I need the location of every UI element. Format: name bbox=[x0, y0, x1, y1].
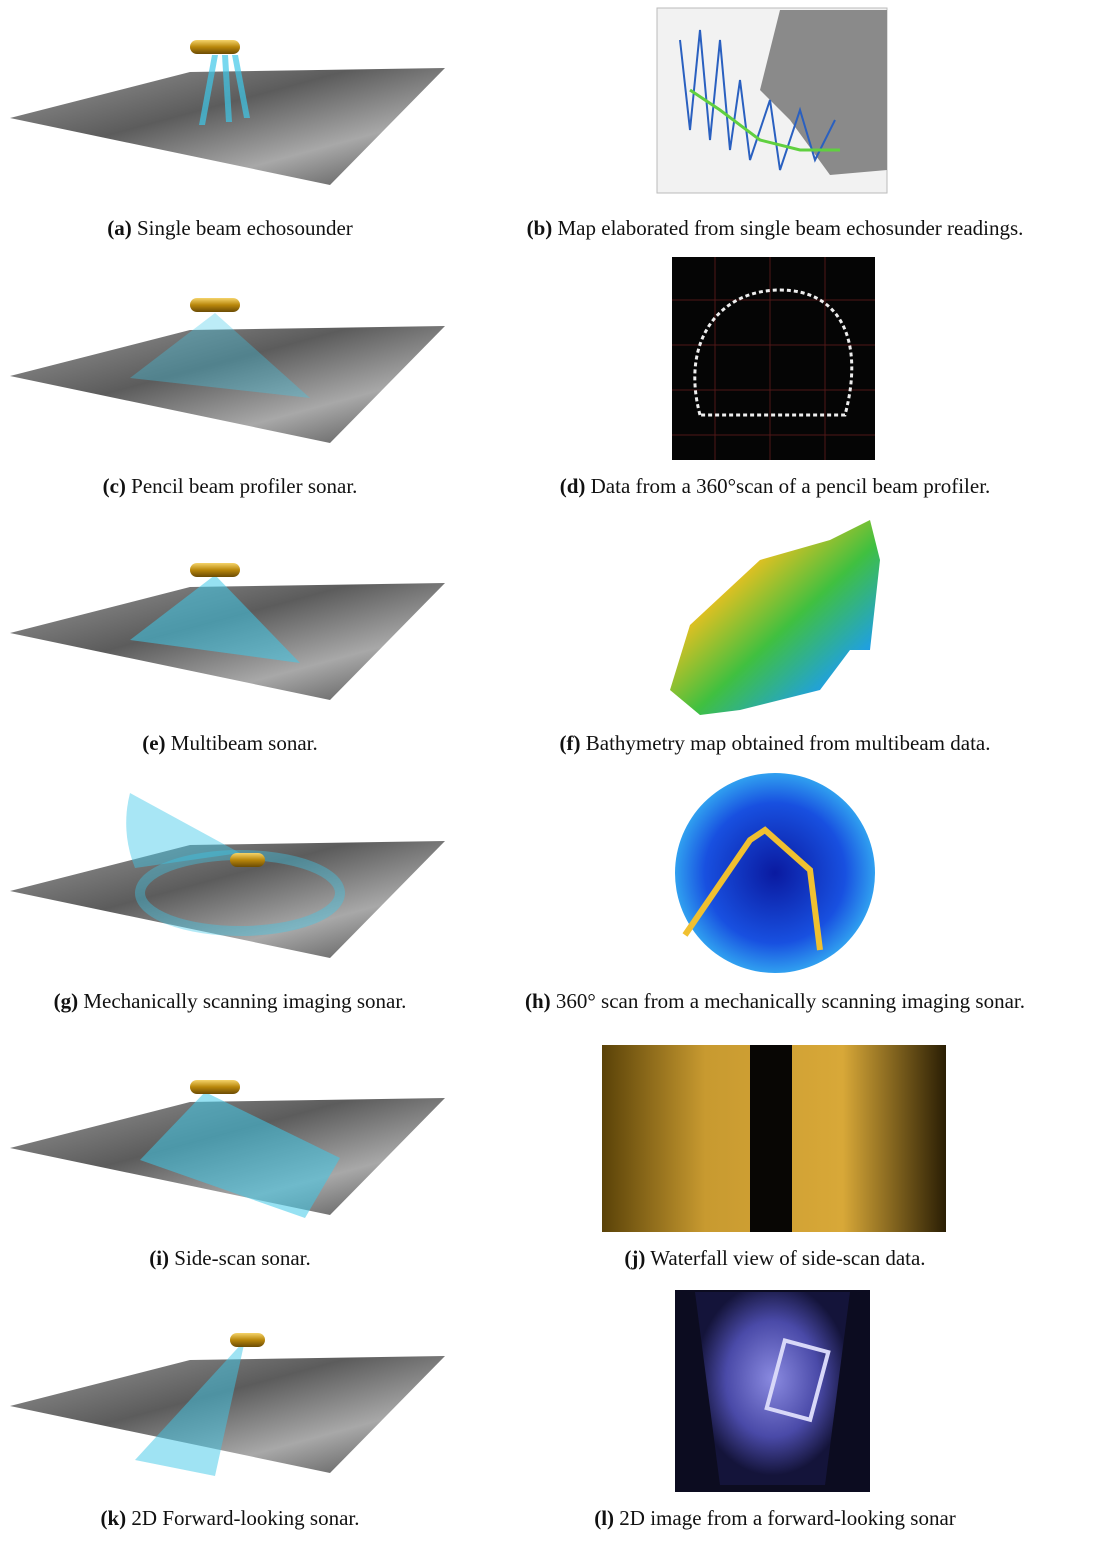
caption: (j) Waterfall view of side-scan data. bbox=[624, 1246, 925, 1270]
caption-label: (h) bbox=[525, 989, 551, 1013]
caption-label: (g) bbox=[54, 989, 79, 1013]
sonar-device bbox=[190, 40, 240, 54]
caption-text: Mechanically scanning imaging sonar. bbox=[83, 989, 406, 1013]
caption-text: 2D Forward-looking sonar. bbox=[131, 1506, 359, 1530]
sonar-device bbox=[230, 1333, 265, 1347]
caption-label: (d) bbox=[560, 474, 586, 498]
caption-label: (i) bbox=[149, 1246, 169, 1270]
caption-text: Single beam echosounder bbox=[137, 216, 353, 240]
caption-label: (f) bbox=[560, 731, 581, 755]
caption: (i) Side-scan sonar. bbox=[149, 1246, 311, 1270]
caption-label: (e) bbox=[142, 731, 165, 755]
sonar-device bbox=[190, 298, 240, 312]
caption: (k) 2D Forward-looking sonar. bbox=[101, 1506, 360, 1530]
caption-text: Map elaborated from single beam echosund… bbox=[558, 216, 1024, 240]
figure: (a) Single beam echosounder (b) Map elabo… bbox=[0, 0, 1095, 1541]
caption-text: Side-scan sonar. bbox=[174, 1246, 310, 1270]
nadir-strip bbox=[750, 1045, 792, 1232]
caption: (a) Single beam echosounder bbox=[107, 216, 353, 240]
caption: (d) Data from a 360°scan of a pencil bea… bbox=[560, 474, 991, 498]
caption: (b) Map elaborated from single beam echo… bbox=[527, 216, 1024, 240]
caption-label: (k) bbox=[101, 1506, 127, 1530]
scan-image bbox=[675, 773, 875, 973]
caption-label: (c) bbox=[103, 474, 126, 498]
sonar-device bbox=[230, 853, 265, 867]
sonar-device bbox=[190, 563, 240, 577]
caption: (g) Mechanically scanning imaging sonar. bbox=[54, 989, 407, 1013]
caption-text: Waterfall view of side-scan data. bbox=[650, 1246, 925, 1270]
caption-label: (b) bbox=[527, 216, 553, 240]
bathymetry-map bbox=[670, 520, 880, 715]
caption: (l) 2D image from a forward-looking sona… bbox=[594, 1506, 956, 1530]
sonar-device bbox=[190, 1080, 240, 1094]
caption-text: Data from a 360°scan of a pencil beam pr… bbox=[591, 474, 991, 498]
caption: (e) Multibeam sonar. bbox=[142, 731, 318, 755]
caption-label: (l) bbox=[594, 1506, 614, 1530]
profiler-image bbox=[672, 257, 875, 460]
caption-label: (a) bbox=[107, 216, 132, 240]
caption-text: Bathymetry map obtained from multibeam d… bbox=[586, 731, 991, 755]
caption: (c) Pencil beam profiler sonar. bbox=[103, 474, 358, 498]
caption-text: 360° scan from a mechanically scanning i… bbox=[556, 989, 1025, 1013]
caption-label: (j) bbox=[624, 1246, 645, 1270]
caption: (h) 360° scan from a mechanically scanni… bbox=[525, 989, 1025, 1013]
caption-text: Multibeam sonar. bbox=[171, 731, 318, 755]
caption-text: Pencil beam profiler sonar. bbox=[131, 474, 357, 498]
caption-text: 2D image from a forward-looking sonar bbox=[619, 1506, 955, 1530]
caption: (f) Bathymetry map obtained from multibe… bbox=[560, 731, 991, 755]
